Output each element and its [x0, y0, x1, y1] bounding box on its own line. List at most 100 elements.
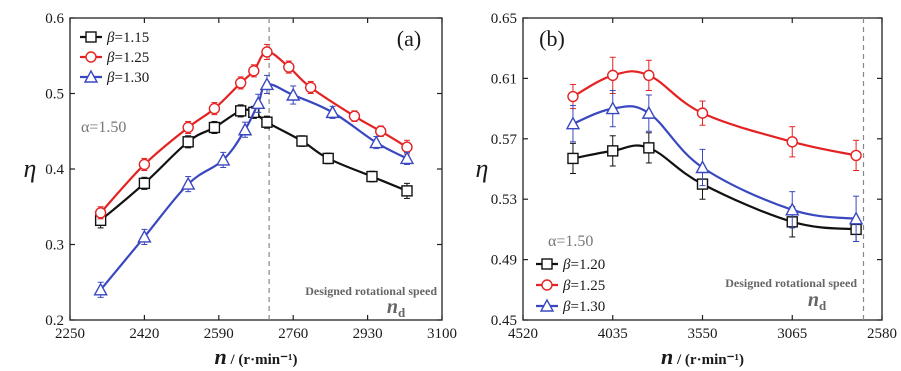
nd-symbol-a: n — [387, 296, 398, 318]
x-tick-label-a-5: 3100 — [427, 326, 457, 342]
legend-label-symbol-a-0: β — [106, 30, 115, 46]
data-point-a-0-2 — [182, 136, 194, 148]
y-tick-label-a-4: 0.6 — [45, 11, 64, 27]
y-axis-title-a: η — [24, 154, 37, 183]
y-tick-label-a-3: 0.5 — [45, 87, 64, 103]
designed-speed-label-a: Designed rotational speed — [305, 284, 437, 298]
legend-label-value-a-2: =1.30 — [114, 70, 149, 86]
legend-label-value-b-2: =1.30 — [570, 299, 605, 315]
x-tick-label-a-0: 2250 — [55, 326, 85, 342]
alpha-label-a: α=1.50 — [81, 119, 126, 136]
legend-label-a-2: β=1.30 — [106, 70, 149, 86]
data-point-b-2-3 — [695, 160, 710, 174]
data-point-a-2-5 — [251, 95, 266, 110]
data-point-a-2-3 — [215, 152, 231, 166]
data-point-a-2-6 — [259, 76, 275, 91]
data-point-a-1-11 — [401, 141, 413, 153]
data-point-a-1-3 — [208, 102, 221, 115]
legend-label-value-b-1: =1.25 — [570, 278, 605, 294]
data-point-a-1-5 — [248, 65, 260, 77]
legend-label-symbol-b-2: β — [562, 299, 571, 315]
data-point-b-2-4 — [785, 202, 800, 216]
legend-label-symbol-b-1: β — [562, 278, 571, 294]
legend-symbol-b-1-marker — [541, 279, 553, 291]
x-axis-symbol-b: n — [661, 344, 673, 369]
data-point-a-1-10 — [375, 125, 387, 137]
x-axis-unit-b: / (r·min⁻¹) — [673, 352, 744, 368]
data-point-a-1-7 — [283, 61, 295, 73]
x-tick-label-a-4: 2930 — [353, 326, 383, 342]
y-axis-title-b: η — [476, 154, 489, 183]
y-tick-label-b-2: 0.53 — [491, 192, 517, 208]
y-tick-label-b-1: 0.49 — [491, 253, 517, 269]
legend-label-symbol-a-1: β — [106, 50, 115, 66]
data-point-a-2-9 — [369, 135, 384, 149]
data-point-b-0-1 — [607, 145, 619, 157]
data-point-b-0-2 — [643, 142, 655, 154]
data-point-a-0-1 — [138, 177, 151, 190]
data-point-a-0-7 — [296, 135, 308, 147]
series-b-1 — [567, 56, 862, 172]
x-axis-title-b: n / (r·min⁻¹) — [661, 344, 744, 369]
y-tick-label-b-4: 0.61 — [491, 71, 517, 87]
data-point-a-0-6 — [261, 116, 273, 128]
legend-symbol-b-0-marker — [541, 258, 553, 270]
nd-symbol-b: n — [808, 289, 819, 311]
x-tick-label-b-0: 4520 — [508, 326, 538, 342]
data-point-a-0-10 — [401, 185, 413, 197]
data-point-a-1-2 — [182, 121, 194, 134]
legend-symbol-a-2-marker — [83, 69, 99, 83]
x-tick-label-a-2: 2590 — [204, 326, 234, 342]
x-tick-label-b-4: 2580 — [867, 326, 897, 342]
data-point-b-1-1 — [607, 69, 619, 82]
data-point-a-1-6 — [261, 46, 273, 58]
series-a-2 — [93, 74, 415, 298]
data-point-b-1-0 — [567, 90, 579, 103]
data-point-a-1-9 — [348, 110, 361, 122]
legend-label-b-0: β=1.20 — [562, 257, 605, 273]
designed-speed-label-b: Designed rotational speed — [725, 276, 857, 290]
y-tick-label-a-1: 0.3 — [45, 238, 64, 254]
y-tick-label-a-2: 0.4 — [45, 162, 64, 178]
data-point-a-1-0 — [94, 207, 107, 219]
data-point-a-1-1 — [138, 158, 151, 171]
x-tick-label-a-3: 2760 — [278, 326, 308, 342]
x-axis-title-a: n / (r·min⁻¹) — [215, 344, 298, 369]
legend-label-symbol-b-0: β — [562, 257, 571, 273]
series-line-b-0 — [572, 144, 857, 231]
series-b-2 — [565, 89, 864, 242]
data-point-b-2-1 — [605, 101, 620, 115]
legend-label-value-b-0: =1.20 — [570, 257, 605, 273]
nd-subscript-b: d — [819, 298, 827, 313]
y-tick-label-b-0: 0.45 — [491, 313, 517, 329]
legend-b: β=1.20β=1.25β=1.30 — [536, 257, 605, 315]
data-point-a-2-4 — [237, 122, 253, 136]
data-point-a-2-0 — [93, 282, 108, 296]
legend-symbol-b-2-marker — [539, 298, 555, 312]
panel-label-b: (b) — [539, 26, 565, 51]
data-point-a-0-8 — [322, 152, 334, 165]
nd-subscript-a: d — [398, 305, 406, 320]
legend-symbol-a-1-marker — [85, 51, 97, 63]
legend-symbol-a-0-marker — [85, 31, 97, 43]
x-tick-label-b-2: 3550 — [688, 326, 718, 342]
series-line-b-2 — [572, 105, 857, 220]
data-point-b-1-3 — [696, 107, 709, 119]
x-axis-symbol-a: n — [215, 344, 227, 369]
legend-label-value-a-1: =1.25 — [114, 50, 149, 66]
data-point-a-2-10 — [399, 150, 415, 165]
y-tick-label-b-5: 0.65 — [491, 11, 517, 27]
y-tick-label-a-0: 0.2 — [45, 313, 64, 329]
nd-label-b: nd — [808, 289, 827, 313]
legend-label-b-1: β=1.25 — [562, 278, 605, 294]
x-axis-unit-a: / (r·min⁻¹) — [227, 352, 298, 368]
data-point-b-2-0 — [565, 116, 581, 130]
data-point-b-0-0 — [567, 152, 579, 165]
data-point-a-0-4 — [234, 105, 247, 117]
data-point-a-2-2 — [180, 176, 196, 190]
chart-panel-a: 2250 2420 2590 2760 2930 3100 0.2 0.3 0.4 0.5 0.6 n… — [24, 11, 457, 369]
data-point-a-0-3 — [208, 121, 221, 134]
legend-label-symbol-a-2: β — [106, 70, 115, 86]
panel-label-a: (a) — [397, 26, 421, 51]
